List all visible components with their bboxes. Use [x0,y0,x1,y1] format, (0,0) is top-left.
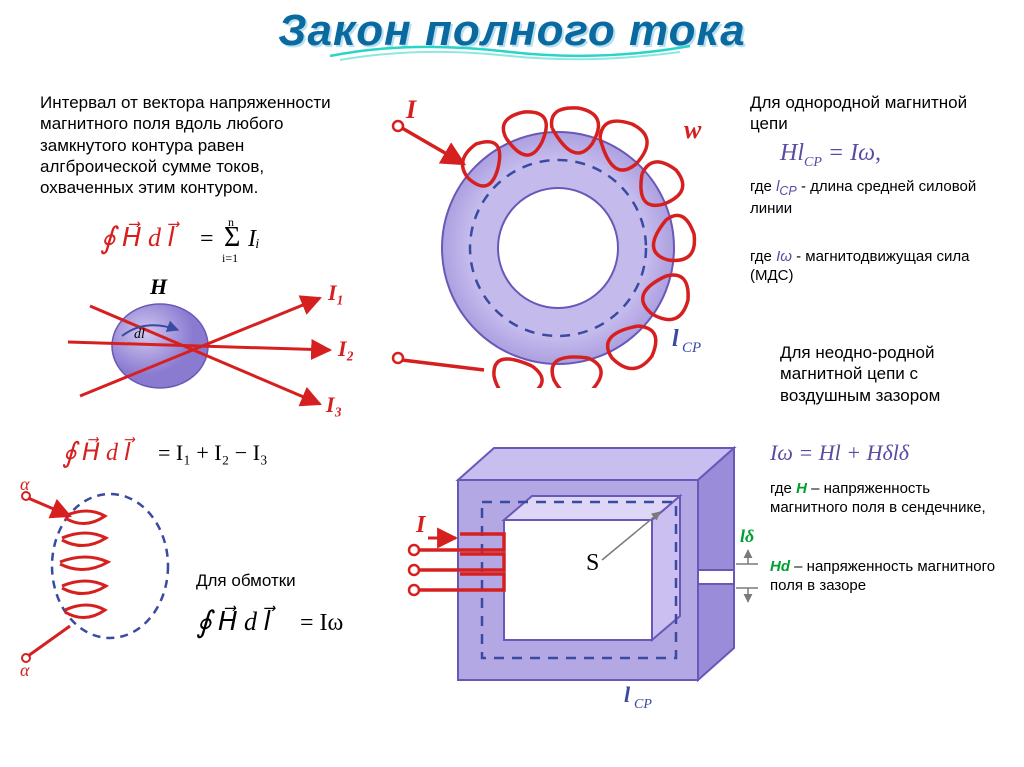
right2-explain2: Hd – напряженность магнитного поля в заз… [770,558,1000,596]
right1-formula: HlCP = Iω, [780,140,881,171]
svg-text:α: α [20,476,30,494]
toroid-diagram: I w l CP [388,88,718,388]
svg-text:α: α [20,660,30,676]
formula-i123: ∮ H⃗ d l⃗ = I₁ + I₂ − I₃ [62,432,342,476]
right2-caption: Для неодно-родной магнитной цепи с возду… [780,342,1000,406]
svg-text:dl: dl [134,327,145,342]
svg-text:CP: CP [634,697,652,712]
right1-explain1: где lCP - длина средней силовой линии [750,178,980,218]
right1-explain2: где Iω - магнитодвижущая сила (МДС) [750,248,990,286]
svg-text:H⃗ d l⃗: H⃗ d l⃗ [122,221,181,252]
svg-text:n: n [228,215,234,229]
svg-text:I: I [415,512,427,538]
svg-text:i=1: i=1 [222,251,238,265]
right2-formula: Iω = Hl + Hδlδ [770,440,909,466]
svg-text:= I₁ + I₂ − I₃: = I₁ + I₂ − I₃ [158,440,268,465]
svg-text:H⃗ d l⃗: H⃗ d l⃗ [82,437,136,466]
svg-text:H⃗ d l⃗: H⃗ d l⃗ [218,605,277,636]
svg-text:Iᵢ: Iᵢ [247,226,260,252]
svg-text:∮: ∮ [62,438,80,469]
winding-caption: Для обмотки [196,570,296,591]
svg-text:CP: CP [682,340,701,356]
right1-caption: Для однородной магнитной цепи [750,92,1000,135]
svg-text:l: l [624,682,631,707]
sphere-currents-diagram: H⃗ dl I₁ I₂ I₃ [50,266,370,436]
svg-text:I₃: I₃ [325,392,342,417]
svg-text:∮: ∮ [196,606,215,639]
formula-winding: ∮ H⃗ d l⃗ = Iω [196,600,396,646]
square-core-diagram: I S lδ l CP [398,420,768,730]
winding-diagram: α α [20,476,190,676]
svg-text:lδ: lδ [740,526,754,546]
svg-text:=: = [200,226,214,252]
formula-integral-sum: ∮ H⃗ d l⃗ = Σ n i=1 Iᵢ [100,212,300,268]
svg-text:= Iω: = Iω [300,610,343,636]
svg-text:I₂: I₂ [337,336,354,361]
svg-text:I: I [405,95,417,124]
title-flourish [320,38,700,68]
svg-text:I₁: I₁ [327,280,344,305]
svg-text:H⃗: H⃗ [149,274,184,299]
svg-text:w: w [684,115,702,144]
intro-text: Интервал от вектора напряженности магнит… [40,92,340,198]
svg-text:S: S [586,550,599,576]
right2-explain1: где H – напряженность магнитного поля в … [770,480,1000,518]
svg-text:l: l [672,326,679,352]
svg-text:∮: ∮ [100,222,119,255]
